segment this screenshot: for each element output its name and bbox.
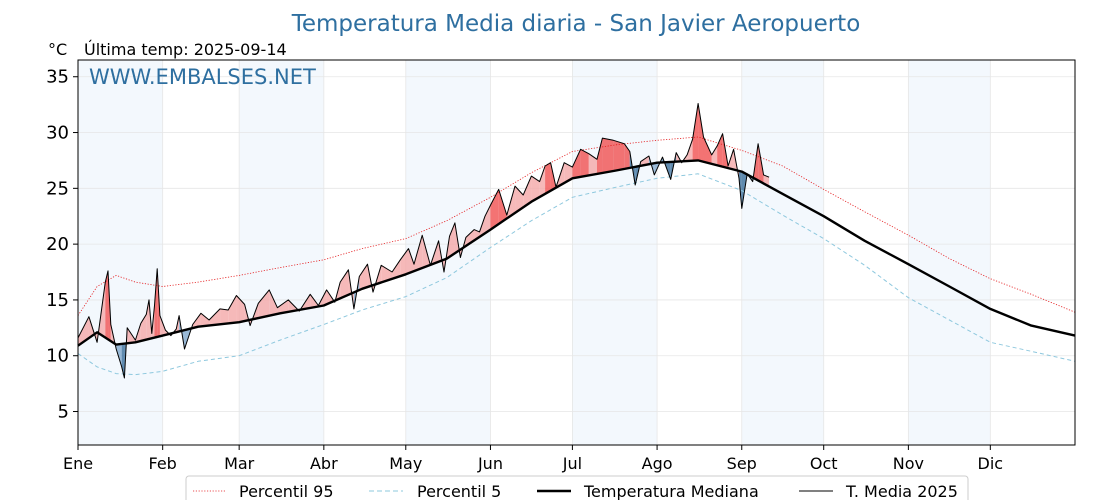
x-tick-label: Ene xyxy=(63,454,93,473)
legend-label-median: Temperatura Mediana xyxy=(583,482,759,500)
fill-above-median xyxy=(192,313,201,329)
fill-above-median xyxy=(78,316,89,346)
x-tick-label: Nov xyxy=(893,454,924,473)
fill-above-median xyxy=(545,162,551,194)
y-tick-label: 10 xyxy=(46,346,69,367)
fill-above-median xyxy=(692,103,699,161)
month-band xyxy=(908,60,991,445)
fill-below-median xyxy=(670,152,677,180)
x-tick-label: Sep xyxy=(727,454,757,473)
chart-subtitle: Última temp: 2025-09-14 xyxy=(84,40,287,59)
x-tick-label: May xyxy=(389,454,422,473)
fill-above-median xyxy=(490,189,499,230)
fill-above-median xyxy=(269,289,278,316)
fill-above-median xyxy=(539,166,546,198)
fill-above-median xyxy=(408,248,414,274)
fill-above-median xyxy=(277,299,289,314)
x-tick-label: Oct xyxy=(810,454,838,473)
x-tick-label: Jun xyxy=(477,454,503,473)
fill-above-median xyxy=(449,222,455,257)
fill-above-median xyxy=(146,299,150,340)
fill-above-median xyxy=(703,137,712,164)
y-tick-label: 30 xyxy=(46,123,69,144)
series-line-y2025 xyxy=(77,103,770,379)
fill-above-median xyxy=(228,295,237,324)
fill-above-median xyxy=(523,176,532,208)
month-band xyxy=(239,60,324,445)
legend-item-p95: Percentil 95 xyxy=(193,482,334,500)
x-tick-label: Feb xyxy=(149,454,177,473)
y-tick-label: 15 xyxy=(46,290,69,311)
x-tick-label: Mar xyxy=(224,454,255,473)
month-band xyxy=(78,60,163,445)
fill-above-median xyxy=(531,176,540,202)
month-band xyxy=(741,60,824,445)
legend-item-2025: T. Media 2025 xyxy=(799,482,958,500)
legend-label-p95: Percentil 95 xyxy=(239,482,334,500)
plot-frame xyxy=(77,59,1076,446)
fill-above-median xyxy=(400,248,409,277)
y-axis: 5 10 15 20 25 30 35 xyxy=(46,67,78,423)
fill-above-median xyxy=(602,138,614,173)
series-line-median xyxy=(77,159,1076,347)
legend-label-2025: T. Media 2025 xyxy=(845,482,958,500)
x-tick-label: Jul xyxy=(562,454,582,473)
month-band xyxy=(572,60,658,445)
fill-above-median xyxy=(392,259,401,279)
series-lines xyxy=(77,103,1076,379)
fill-above-median xyxy=(640,155,649,166)
y-tick-label: 35 xyxy=(46,67,69,88)
fill-above-median xyxy=(258,289,270,319)
legend-label-p5: Percentil 5 xyxy=(417,482,501,500)
fill-above-median xyxy=(484,205,491,234)
x-tick-label: Dic xyxy=(978,454,1004,473)
fill-above-median xyxy=(154,268,158,338)
y-tick-label: 5 xyxy=(58,402,69,423)
series-line-p5 xyxy=(77,173,1076,376)
fill-above-median xyxy=(698,103,704,162)
fill-above-median xyxy=(564,162,573,183)
fill-above-median xyxy=(105,270,109,340)
fill-above-median xyxy=(220,308,229,325)
x-tick-label: Ago xyxy=(642,454,673,473)
chart-title: Temperatura Media diaria - San Javier Ae… xyxy=(291,11,861,37)
fill-above-median xyxy=(200,313,210,327)
watermark: WWW.EMBALSES.NET xyxy=(89,65,316,89)
y-tick-label: 25 xyxy=(46,178,69,199)
fill-above-median xyxy=(498,189,507,225)
fill-above-median xyxy=(340,269,349,299)
fill-above-median xyxy=(209,308,221,326)
unit-label: °C xyxy=(48,40,67,59)
x-tick-label: Abr xyxy=(310,454,338,473)
grid-lines xyxy=(77,60,1075,445)
fill-above-median xyxy=(359,264,368,290)
legend: Percentil 95 Percentil 5 Temperatura Med… xyxy=(185,475,969,500)
fill-above-median xyxy=(717,133,723,167)
fill-above-median xyxy=(711,145,718,166)
fill-above-median xyxy=(572,149,581,179)
fill-above-median xyxy=(687,139,693,162)
month-bands xyxy=(78,60,991,445)
fill-above-median xyxy=(596,138,603,174)
fill-above-median xyxy=(613,140,625,171)
fill-above-median xyxy=(159,315,166,337)
fill-above-median xyxy=(381,265,393,283)
fill-above-median xyxy=(580,149,589,177)
y-tick-label: 20 xyxy=(46,234,69,255)
fill-above-median xyxy=(588,153,597,176)
legend-item-p5: Percentil 5 xyxy=(369,482,501,500)
fill-above-median xyxy=(140,314,147,341)
legend-item-median: Temperatura Mediana xyxy=(537,482,759,500)
x-axis: Ene Feb Mar Abr May Jun Jul Ago Sep Oct Nov Dic xyxy=(63,445,1003,473)
legend-box xyxy=(185,475,969,500)
